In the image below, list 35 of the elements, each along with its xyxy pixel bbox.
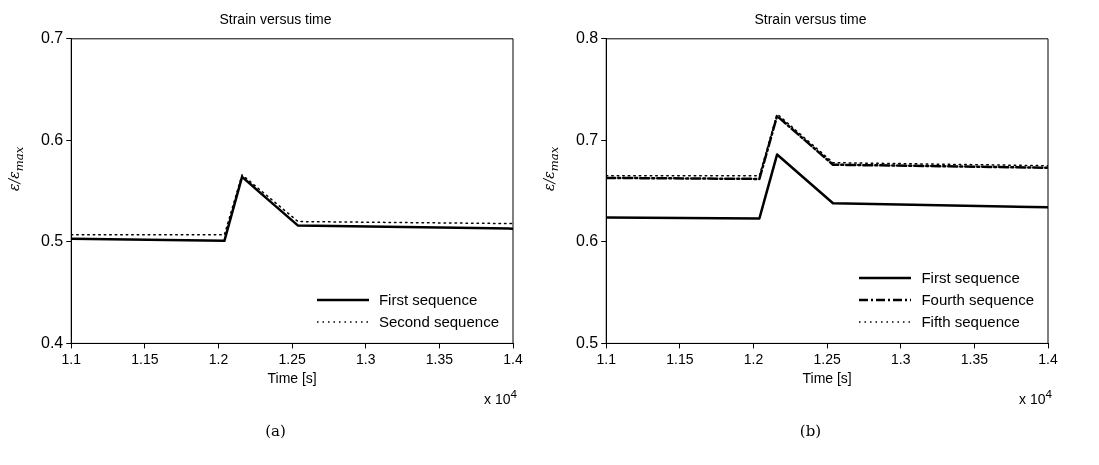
text: x 10$^{4}$ xyxy=(1019,387,1052,408)
x-tick-label: 1.25 xyxy=(278,350,306,367)
text: (b) xyxy=(798,422,823,440)
y-tick-label: 0.6 xyxy=(575,232,599,250)
x-tick-label: 1.15 xyxy=(131,350,159,367)
text: (a) xyxy=(264,422,287,440)
chart-title: Strain versus time xyxy=(219,11,332,28)
y-tick-label: 0.5 xyxy=(575,333,599,351)
x-tick-label: 1.3 xyxy=(891,350,911,367)
x-tick-label: 1.4 xyxy=(503,350,523,367)
x-tick-label: 1.3 xyxy=(356,350,376,367)
x-tick-label: 1.15 xyxy=(666,350,694,367)
x-axis-title: Time [s] xyxy=(267,370,317,387)
legend-label: Fourth sequence xyxy=(921,290,1034,311)
y-tick-label: 0.5 xyxy=(40,232,64,250)
y-tick-label: 0.7 xyxy=(40,29,64,47)
y-tick-label: 0.8 xyxy=(575,29,599,47)
legend-label: First sequence xyxy=(378,290,478,311)
legend-label: Fifth sequence xyxy=(921,312,1020,333)
x-tick-label: 1.35 xyxy=(960,350,989,367)
chart-title: Strain versus time xyxy=(754,11,867,28)
x-tick-label: 1.2 xyxy=(743,350,764,367)
x-tick-label: 1.1 xyxy=(596,350,617,367)
y-tick-label: 0.4 xyxy=(40,333,64,351)
y-tick-label: 0.7 xyxy=(575,130,599,148)
x-axis-title: Time [s] xyxy=(802,370,852,387)
x-tick-label: 1.1 xyxy=(61,350,82,367)
x-tick-label: 1.25 xyxy=(813,350,841,367)
y-tick-label: 0.6 xyxy=(40,130,64,148)
x-tick-label: 1.2 xyxy=(208,350,229,367)
text: x 10$^{4}$ xyxy=(484,387,517,408)
legend-label: Second sequence xyxy=(378,312,499,333)
legend-label: First sequence xyxy=(921,268,1020,289)
x-tick-label: 1.35 xyxy=(425,350,454,367)
x-tick-label: 1.4 xyxy=(1038,350,1058,367)
